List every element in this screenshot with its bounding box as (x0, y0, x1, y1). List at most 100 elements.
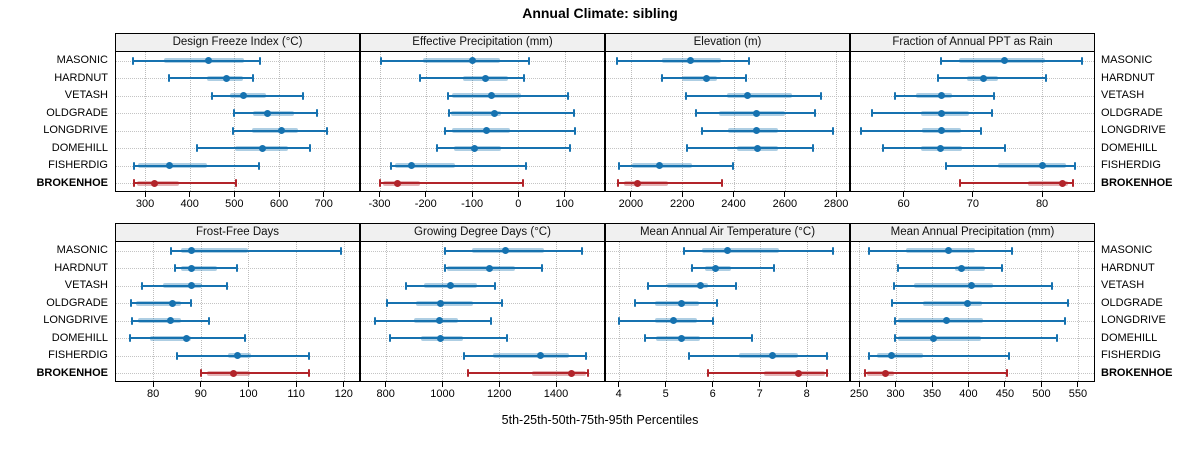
series-iqr-band (739, 353, 799, 359)
series-iqr-band (667, 283, 709, 289)
grid-line-vertical (712, 242, 714, 381)
x-tick-label: -200 (414, 198, 437, 210)
station-label-right: DOMEHILL (1101, 331, 1158, 344)
whisker-cap-low (694, 109, 697, 118)
whisker-cap-low (131, 316, 134, 325)
series-iqr-band (922, 300, 983, 306)
grid-line-vertical (296, 242, 298, 381)
station-label-left: HARDNUT (54, 71, 108, 84)
x-tick-label: 80 (147, 388, 160, 400)
whisker-cap-high (243, 334, 246, 343)
series-median-dot (887, 352, 895, 360)
series-iqr-band (135, 300, 182, 306)
station-label-right: HARDNUT (1101, 261, 1155, 274)
grid-line-vertical (279, 52, 281, 191)
whisker-cap-high (501, 299, 504, 308)
panel-6: Mean Annual Air Temperature (°C) 4 5 6 7 8 (605, 223, 850, 410)
whisker-cap-high (711, 316, 714, 325)
x-tick-label: 6 (709, 388, 716, 400)
series-iqr-band (136, 180, 180, 186)
panel-strip: Mean Annual Air Temperature (°C) (605, 223, 850, 242)
whisker-cap-low (863, 369, 866, 378)
series-iqr-band (654, 300, 699, 306)
x-axis: 2000 2200 2400 2600 2800 (605, 192, 850, 220)
x-tick-label: -300 (368, 198, 391, 210)
whisker-cap-high (825, 351, 828, 360)
whisker-cap-high (493, 281, 496, 290)
grid-line-vertical (248, 242, 250, 381)
series-whisker (419, 77, 525, 80)
whisker-cap-low (893, 316, 896, 325)
x-tick-label: 550 (1068, 388, 1088, 400)
series-iqr-band (181, 248, 249, 254)
whisker-cap-low (195, 144, 198, 153)
series-whisker (233, 112, 317, 115)
series-iqr-band (914, 283, 994, 289)
x-tick-label: 250 (849, 388, 869, 400)
x-tick (379, 192, 380, 197)
series-median-dot (501, 247, 509, 255)
station-label-left: DOMEHILL (51, 141, 108, 154)
series-iqr-band (383, 180, 420, 186)
panel-plot (360, 52, 605, 192)
whisker-cap-low (418, 74, 421, 83)
x-axis: -300 -200 -100 0 100 (360, 192, 605, 220)
panel-plot (605, 52, 850, 192)
series-median-dot (446, 282, 454, 290)
grid-line-horizontal (606, 303, 849, 305)
station-label-left: VETASH (64, 89, 108, 101)
station-label-left: MASONIC (56, 54, 108, 66)
whisker-cap-high (572, 109, 575, 118)
whisker-cap-high (831, 126, 834, 135)
grid-line-horizontal (606, 320, 849, 322)
series-iqr-band (450, 110, 502, 116)
series-median-dot (723, 247, 731, 255)
series-median-dot (537, 352, 545, 360)
whisker-cap-low (896, 264, 899, 273)
series-median-dot (436, 334, 444, 342)
panel-3: Fraction of Annual PPT as Rain 60 70 80 (850, 33, 1095, 220)
series-iqr-band (423, 58, 500, 64)
x-tick (233, 192, 235, 197)
panel-4: Frost-Free Days 80 90 100 110 120 (115, 223, 360, 410)
x-tick (903, 192, 905, 197)
series-whisker (685, 94, 822, 97)
panel-1: Effective Precipitation (mm) -300 -200 -100… (360, 33, 605, 220)
grid-line-vertical (472, 52, 474, 191)
grid-line-vertical (630, 52, 632, 191)
whisker-cap-high (566, 91, 569, 100)
x-tick-label: 350 (922, 388, 942, 400)
series-iqr-band (897, 318, 984, 324)
x-tick (784, 192, 786, 197)
grid-line-vertical (145, 52, 147, 191)
series-iqr-band (413, 318, 459, 324)
grid-line-vertical (1041, 242, 1043, 381)
whisker-cap-low (168, 74, 171, 83)
whisker-cap-low (130, 299, 133, 308)
whisker-cap-low (881, 144, 884, 153)
whisker-cap-low (446, 91, 449, 100)
x-tick (278, 192, 280, 197)
whisker-cap-high (826, 369, 829, 378)
station-label-left: LONGDRIVE (43, 314, 108, 326)
grid-line-vertical (1004, 242, 1006, 381)
series-whisker (390, 164, 527, 167)
whisker-cap-low (618, 161, 621, 170)
whisker-cap-low (447, 109, 450, 118)
x-tick (555, 382, 557, 387)
whisker-cap-low (211, 91, 214, 100)
grid-line-vertical (442, 242, 444, 381)
whisker-cap-low (141, 281, 144, 290)
series-median-dot (187, 282, 195, 290)
whisker-cap-high (1067, 299, 1070, 308)
grid-line-vertical (618, 242, 620, 381)
whisker-cap-low (634, 299, 637, 308)
x-tick-label: 1200 (486, 388, 512, 400)
whisker-cap-low (132, 161, 135, 170)
station-label-left: VETASH (64, 279, 108, 291)
x-tick (144, 192, 146, 197)
x-tick-label: 0 (515, 198, 522, 210)
x-tick-label: 2400 (721, 198, 746, 210)
station-label-right: DOMEHILL (1101, 141, 1158, 154)
x-tick-label: 500 (1032, 388, 1051, 400)
